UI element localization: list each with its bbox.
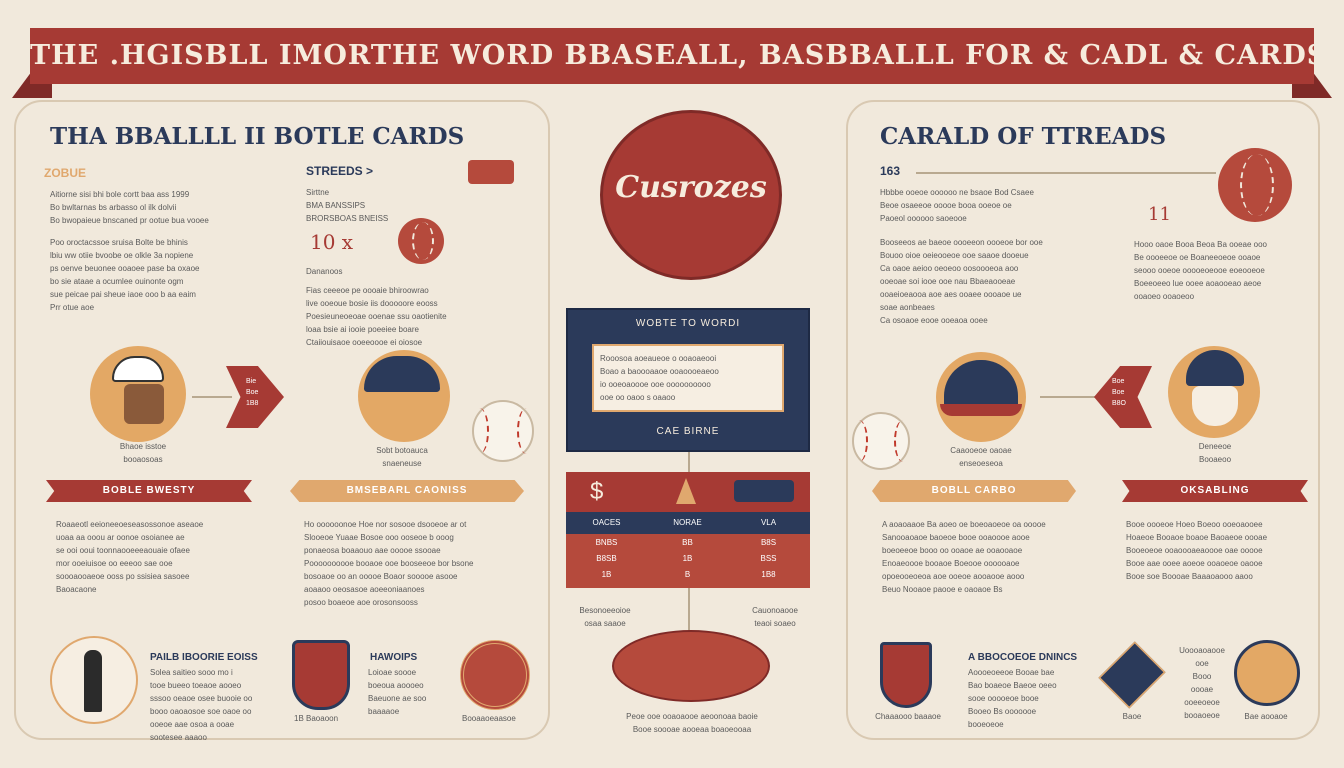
player-face-icon [1192, 386, 1238, 426]
bat-icon [468, 160, 514, 184]
ribbon-left-1: BOBLE BWESTY [46, 480, 252, 502]
left-intro-text-2: Poo oroctacssoe sruisa Bolte be bhinis l… [50, 238, 200, 312]
shield-label: Chaaaooo baaaoe [875, 712, 941, 721]
ribbon-left-2: BMSEBARL CAONISS [290, 480, 524, 502]
ribbon-right-2: OKSABLING [1122, 480, 1308, 502]
table-cell: 1B8 [761, 570, 776, 579]
stadium-icon [612, 630, 770, 702]
helmet-icon [364, 356, 440, 392]
team-script-icon [734, 480, 794, 502]
batter-figure-icon [84, 650, 102, 712]
eleven-value: 11 [1148, 204, 1171, 225]
shield-icon [880, 642, 932, 708]
right-intro-text: Hbbbe ooeoe oooooo ne bsaoe Bod Csaee Be… [880, 188, 1034, 223]
center-caption-right: Cauonoaooe teaoi soaeo [752, 606, 798, 628]
table-cell: BB [682, 538, 693, 547]
baseball-red-icon [398, 218, 444, 264]
baseball-red-icon [1218, 148, 1292, 222]
catcher-mask-icon [124, 384, 164, 424]
table-header-cell: OACES [592, 518, 621, 527]
cap-icon [112, 356, 164, 382]
center-card-body: Rooosoa aoeaueoe o ooaoaeooi Boao a baoo… [600, 354, 719, 402]
right-year-label: 163 [880, 164, 901, 178]
table-cell: BNBS [595, 538, 618, 547]
streeds-body: Fias ceeeoe pe oooaie bhiroowrao live oo… [306, 286, 447, 347]
table-header-cell: NORAE [673, 518, 702, 527]
badges-title: HAWOIPS [370, 652, 418, 663]
streeds-sub-1: Sirttne [306, 188, 330, 197]
right-bottom-body: Aoooeoeeoe Booae bae Bao boaeoe Baeoe oe… [968, 668, 1057, 729]
streeds-sub-3: BRORSBOAS BNEISS [306, 214, 389, 223]
table-cell: 1B [682, 554, 693, 563]
ribbon-right-1: BOBLL CARBO [872, 480, 1076, 502]
baseball-icon [852, 412, 910, 470]
team-logo [600, 110, 782, 280]
left-panel [14, 100, 550, 740]
player-2-caption: Sobt botoauca snaeneuse [376, 446, 428, 468]
seal-label: Booaaoeaasoe [462, 714, 516, 723]
cap-brim-icon [940, 404, 1022, 416]
table-header-cell: VLA [760, 518, 777, 527]
ribbon-right-1-body: A aoaoaaoe Ba aoeo oe boeoaoeoe oa ooooe… [882, 520, 1046, 594]
baseball-icon [472, 400, 534, 462]
ribbon-left-2-body: Ho oooooonoe Hoe nor sosooe dsooeoe ar o… [304, 520, 474, 607]
page-title-banner: THE .HGISBLL IMORTHE WORD BBASEALL, BASB… [30, 28, 1314, 84]
connector-line [192, 396, 232, 398]
center-card-footer: CAE BIRNE [656, 426, 720, 437]
table-cell: 1B [601, 570, 612, 579]
left-year-label: ZOBUE [44, 166, 86, 180]
streeds-heading: STREEDS > [306, 164, 374, 178]
left-bottom-body: Solea saitieo sooo mo i tooe bueeo toeao… [150, 668, 253, 742]
table-header-row [566, 512, 810, 534]
left-bottom-title: PAILB IBOORIE EOISS [150, 652, 258, 663]
streeds-sub-2: BMA BANSSIPS [306, 201, 366, 210]
center-card-inner [592, 344, 784, 412]
right-bottom-title: A BBOCOEOE DNINCS [968, 652, 1078, 663]
pennant-icon [676, 478, 696, 504]
player-1-caption: Bhaoe isstoe booaosoas [119, 442, 167, 464]
table-cell: BSS [760, 554, 777, 563]
table-cell: B8S [760, 538, 777, 547]
badges-body: Loioae soooe boeoua aoooeo Baeuone ae so… [368, 668, 427, 716]
center-caption-left: Besonoeeoioe osaa saaoe [579, 606, 631, 628]
arrow-left-text: Bie Boe 1B8 [246, 378, 259, 407]
team-badge-icon [292, 640, 350, 710]
player-3-caption: Deneeoe Booaeoo [1198, 442, 1232, 464]
left-section-title: THA BBALLLL II BOTLE CARDS [50, 123, 465, 150]
right-section-title: CARALD OF TTREADS [880, 123, 1167, 150]
table-body [566, 534, 810, 588]
dollar-icon: $ [590, 478, 604, 505]
seal-icon [460, 640, 530, 710]
right-side-text: Hooo oaoe Booa Beoa Ba ooeae ooo Be oooe… [1134, 240, 1268, 301]
arrow-right-text: Boe Boe B8O [1112, 378, 1127, 407]
center-card-title: WOBTE TO WORDI [635, 318, 741, 329]
right-side-bottom-text: Uoooaoaooe ooe Booo oooae ooeeoeoe booao… [1179, 646, 1225, 720]
table-cell: B [684, 570, 691, 579]
right-intro-text-2: Booseeos ae baeoe oooeeon oooeoe bor ooe… [880, 238, 1043, 325]
left-intro-text: Aitiorne sisi bhi bole cortt baa ass 199… [50, 190, 209, 225]
connector-line [916, 172, 1216, 174]
cap-caption: Caaooeoe oaoae enseoeseoa [950, 446, 1012, 468]
connector-line [688, 452, 690, 472]
pitcher-illustration [1234, 640, 1300, 706]
pitcher-label: Bae aooaoe [1244, 712, 1288, 721]
table-cell: B8SB [596, 554, 617, 563]
badge-label: 1B Baoaoon [294, 714, 339, 723]
right-panel [846, 100, 1320, 740]
field-caption: Peoe ooe ooaoaooe aeoonoaa baoie Booe so… [626, 712, 758, 734]
count-value: 10 x [310, 230, 354, 254]
connector-line [688, 588, 690, 632]
team-logo-text: Cusrozes [615, 170, 767, 205]
connector-line [1040, 396, 1096, 398]
patent-label: Dananoos [306, 267, 343, 276]
ribbon-left-1-body: Roaaeotl eeioneeoeseasossonoe aseaoe uoa… [56, 520, 204, 594]
ribbon-right-2-body: Booe oooeoe Hoeo Boeoo ooeoaooee Hoaeoe … [1126, 520, 1268, 581]
card-diamond-label: Baoe [1122, 712, 1142, 721]
